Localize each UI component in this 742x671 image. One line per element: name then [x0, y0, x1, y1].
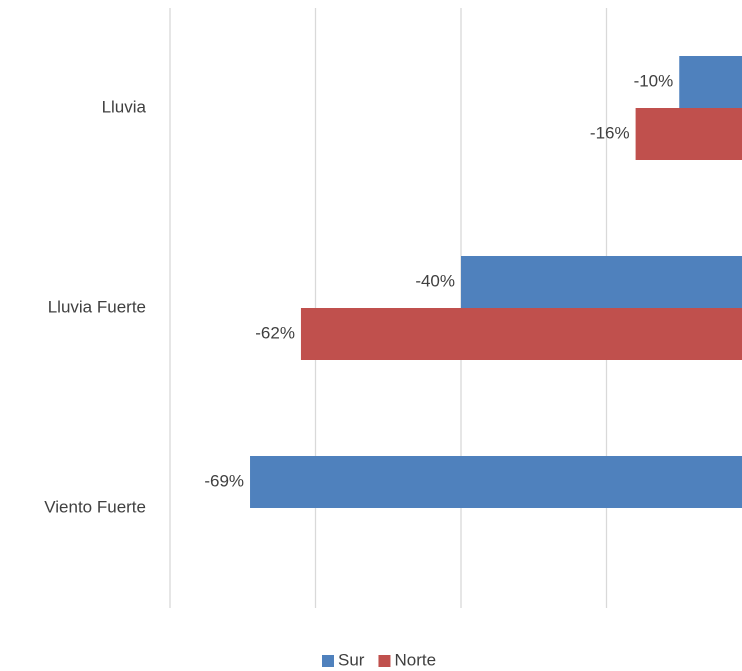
bar: [679, 56, 742, 108]
legend-label: Norte: [394, 650, 436, 669]
legend-label: Sur: [338, 650, 365, 669]
legend-swatch: [322, 655, 334, 667]
bar: [250, 456, 742, 508]
bar: [635, 108, 742, 160]
category-label: Viento Fuerte: [44, 497, 146, 516]
bar: [461, 256, 742, 308]
value-label: -40%: [415, 271, 455, 290]
category-label: Lluvia Fuerte: [48, 297, 146, 316]
legend-swatch: [378, 655, 391, 667]
value-label: -10%: [634, 71, 674, 90]
value-label: -69%: [204, 471, 244, 490]
value-label: -16%: [590, 123, 630, 142]
value-label: -62%: [255, 323, 295, 342]
category-label: Lluvia: [102, 97, 147, 116]
bar: [300, 308, 742, 360]
